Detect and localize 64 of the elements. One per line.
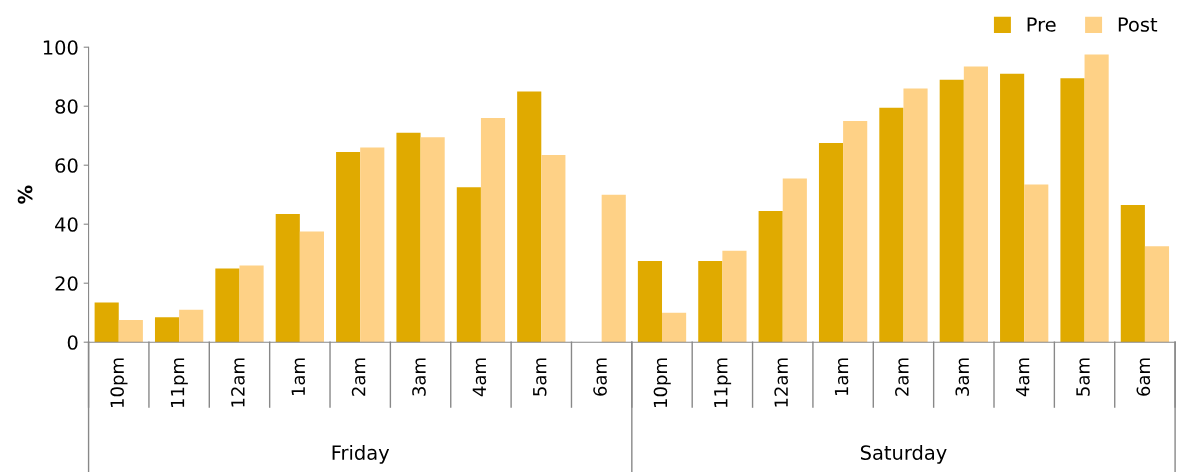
bar [94,302,119,343]
bar [360,147,385,343]
x-tick-label: 5am [533,358,547,396]
bar [517,91,542,343]
bar [1084,54,1109,343]
y-axis-title: % [17,185,33,204]
bar [963,66,988,343]
bar [1120,205,1145,343]
bar [1144,246,1170,343]
bar [118,320,143,343]
x-tick-label: 6am [593,358,607,396]
bar [336,151,361,343]
x-tick-label: 1am [291,358,306,396]
bar [275,213,300,343]
bar [818,143,844,343]
text: Friday [332,444,390,464]
x-tick-label: 11pm [714,358,732,407]
bar [843,120,868,343]
y-tick-label: 60 [55,158,78,173]
x-tick-label: 5am [1076,358,1090,396]
bar [758,210,783,343]
bar [154,317,180,343]
bar [1000,73,1025,343]
bar [541,154,566,343]
x-tick-label: 4am [472,358,487,397]
y-tick-label: 80 [55,99,78,114]
legend-label: Post [1118,17,1158,32]
x-tick-label: 12am [774,358,788,407]
bar [1060,78,1085,343]
bar [662,312,687,343]
bar [722,250,747,343]
bar [420,137,445,343]
bar [239,265,264,343]
bar [396,132,421,343]
bar [903,88,928,343]
x-tick-label: 2am [351,358,366,396]
bar [782,178,807,343]
x-tick-label: 11pm [170,358,188,407]
bar [1024,184,1049,343]
y-tick-label: 100 [43,40,78,55]
bar [215,268,240,343]
bar [879,107,904,343]
x-tick-label: 4am [1016,358,1030,397]
text: Saturday [860,444,947,464]
y-tick-label: 40 [55,217,78,232]
x-tick-label: 10pm [110,358,128,407]
bar [698,261,723,343]
bar [480,118,506,343]
bar [299,231,324,343]
bar [637,261,663,343]
x-tick-label: 10pm [653,358,671,407]
y-tick-label: 0 [67,335,78,350]
bar [939,79,964,343]
y-tick-label: 20 [55,276,78,291]
bar [601,194,626,343]
bar [179,309,204,343]
x-tick-label: 12am [231,358,245,407]
x-tick-label: 3am [412,358,426,396]
bar [456,187,481,343]
x-tick-label: 2am [895,358,909,396]
legend-label: Pre [1027,17,1056,32]
x-tick-label: 3am [955,358,970,396]
x-tick-label: 1am [834,358,849,396]
x-tick-label: 6am [1136,358,1151,396]
